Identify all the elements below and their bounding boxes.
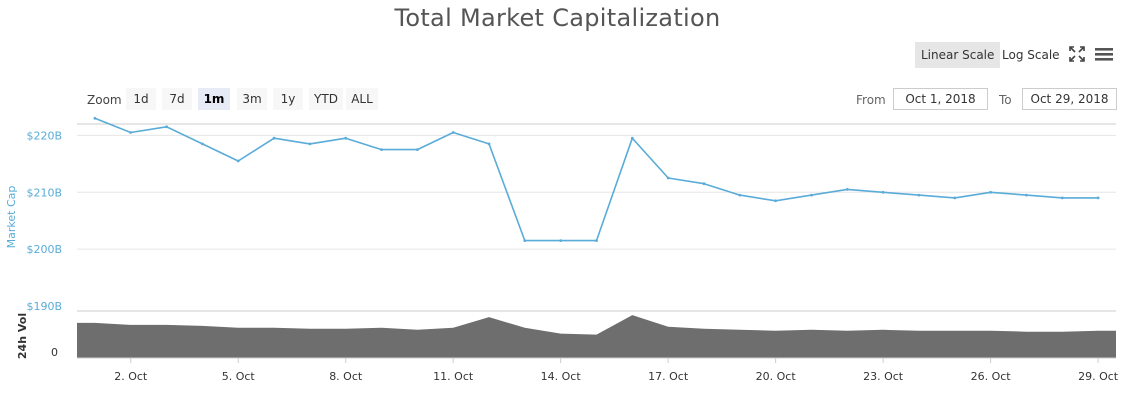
market-cap-point — [93, 116, 97, 120]
tick-labels: $190B $200B $210B $220B 0 2. Oct 5. Oct 8. Oct 1… — [26, 116, 1119, 383]
market-cap-point — [595, 239, 598, 243]
x-tick-label: 23. Oct — [863, 370, 904, 383]
fullscreen-icon[interactable] — [1069, 46, 1085, 62]
market-cap-point — [523, 239, 527, 243]
x-tick-label: 11. Oct — [433, 370, 474, 383]
market-cap-point — [380, 148, 383, 152]
market-cap-point — [559, 239, 563, 243]
x-tick-label: 14. Oct — [541, 370, 582, 383]
y-tick-label: $190B — [26, 300, 62, 313]
log-scale-button[interactable]: Log Scale — [1002, 48, 1060, 62]
grid-lines — [77, 134, 1116, 250]
zoom-3m-button[interactable]: 3m — [237, 88, 267, 110]
linear-scale-button[interactable]: Linear Scale — [915, 42, 1001, 68]
from-date-input[interactable]: Oct 1, 2018 — [893, 88, 988, 110]
market-cap-point — [702, 182, 706, 186]
market-cap-point — [451, 131, 455, 134]
to-label: To — [999, 93, 1012, 107]
market-cap-point — [129, 131, 133, 134]
x-tick-label: 8. Oct — [329, 370, 363, 383]
x-tick-label: 2. Oct — [114, 370, 148, 383]
market-cap-point — [989, 190, 992, 194]
market-cap-point — [666, 176, 670, 180]
zoom-1y-button[interactable]: 1y — [273, 88, 303, 110]
market-cap-point — [165, 125, 169, 129]
y-tick-label: $220B — [26, 129, 62, 142]
vol-y-tick-label: 0 — [51, 346, 58, 359]
market-cap-point — [953, 196, 957, 200]
market-cap-point — [845, 188, 849, 191]
market-cap-point — [201, 142, 204, 146]
market-cap-point — [487, 142, 491, 146]
volume-area — [77, 315, 1116, 358]
market-cap-point — [917, 193, 921, 197]
market-cap-point — [774, 199, 777, 203]
from-label: From — [856, 93, 886, 107]
y-tick-label: $210B — [26, 186, 62, 199]
market-cap-point — [881, 190, 885, 194]
page-title: Total Market Capitalization — [394, 4, 721, 32]
y-axis-label-volume: 24h Vol — [16, 313, 29, 359]
market-cap-point — [308, 142, 312, 146]
zoom-1m-button[interactable]: 1m — [198, 88, 230, 110]
market-cap-point — [344, 136, 348, 140]
zoom-1d-button[interactable]: 1d — [126, 88, 156, 110]
market-cap-point — [236, 159, 240, 163]
y-axis-label-market-cap: Market Cap — [5, 186, 18, 249]
market-cap-point — [810, 193, 813, 197]
zoom-all-button[interactable]: ALL — [346, 88, 378, 110]
market-cap-point — [1025, 193, 1028, 197]
y-tick-label: $200B — [26, 243, 62, 256]
market-cap-point — [1096, 196, 1100, 200]
to-date-input[interactable]: Oct 29, 2018 — [1022, 88, 1117, 110]
market-cap-point — [272, 136, 276, 140]
zoom-7d-button[interactable]: 7d — [162, 88, 192, 110]
market-cap-line — [94, 117, 1099, 242]
market-cap-point — [416, 148, 419, 152]
x-tick-label: 20. Oct — [756, 370, 797, 383]
zoom-label: Zoom — [87, 93, 122, 107]
hamburger-menu-icon[interactable] — [1095, 46, 1113, 62]
x-tick-label: 5. Oct — [222, 370, 256, 383]
zoom-ytd-button[interactable]: YTD — [309, 88, 343, 110]
x-tick-label: 17. Oct — [648, 370, 689, 383]
market-cap-point — [738, 193, 742, 197]
x-tick-label: 29. Oct — [1078, 370, 1119, 383]
market-cap-point — [630, 136, 634, 140]
market-cap-point — [1060, 196, 1064, 200]
x-tick-label: 26. Oct — [971, 370, 1012, 383]
